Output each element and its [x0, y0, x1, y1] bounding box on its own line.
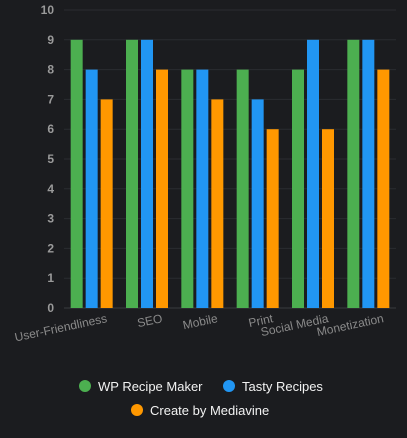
legend-swatch — [131, 404, 143, 416]
x-tick-label: SEO — [136, 311, 164, 330]
legend-label: Create by Mediavine — [150, 403, 269, 418]
legend[interactable]: WP Recipe Maker Tasty Recipes Create by Me… — [79, 379, 323, 418]
bar[interactable] — [377, 69, 390, 308]
y-tick-label: 0 — [47, 301, 54, 315]
bar[interactable] — [322, 129, 334, 308]
y-tick-label: 1 — [47, 271, 54, 285]
bar[interactable] — [141, 39, 153, 309]
y-tick-label: 5 — [47, 152, 54, 166]
x-tick-label: User-Friendliness — [13, 311, 108, 344]
legend-swatch — [79, 380, 91, 392]
bar[interactable] — [347, 39, 360, 309]
legend-item[interactable]: Tasty Recipes — [223, 379, 323, 394]
bar[interactable] — [100, 99, 113, 309]
bar[interactable] — [307, 39, 319, 309]
bar[interactable] — [85, 69, 98, 308]
y-axis-tick-labels: 0 1 2 3 4 5 6 7 8 9 10 — [41, 3, 55, 315]
bar[interactable] — [70, 39, 83, 309]
y-tick-label: 9 — [47, 33, 54, 47]
bar[interactable] — [251, 99, 264, 309]
bar[interactable] — [196, 69, 209, 308]
bar[interactable] — [126, 39, 138, 309]
bar[interactable] — [211, 99, 224, 309]
y-tick-label: 10 — [41, 3, 55, 17]
y-tick-label: 4 — [47, 182, 54, 196]
y-tick-label: 6 — [47, 122, 54, 136]
legend-label: WP Recipe Maker — [98, 379, 203, 394]
bar[interactable] — [156, 69, 168, 308]
x-tick-label: Mobile — [181, 311, 219, 332]
x-tick-label: Print — [247, 311, 275, 330]
y-tick-label: 7 — [47, 92, 54, 106]
legend-item[interactable]: Create by Mediavine — [131, 403, 269, 418]
bar[interactable] — [362, 39, 375, 309]
gridlines — [64, 9, 396, 309]
y-tick-label: 8 — [47, 63, 54, 77]
bars — [70, 39, 390, 309]
y-tick-label: 3 — [47, 212, 54, 226]
bar[interactable] — [181, 69, 194, 308]
bar[interactable] — [292, 69, 304, 308]
legend-swatch — [223, 380, 235, 392]
bar[interactable] — [266, 129, 279, 308]
bar[interactable] — [236, 69, 249, 308]
legend-label: Tasty Recipes — [242, 379, 323, 394]
legend-item[interactable]: WP Recipe Maker — [79, 379, 203, 394]
y-tick-label: 2 — [47, 241, 54, 255]
